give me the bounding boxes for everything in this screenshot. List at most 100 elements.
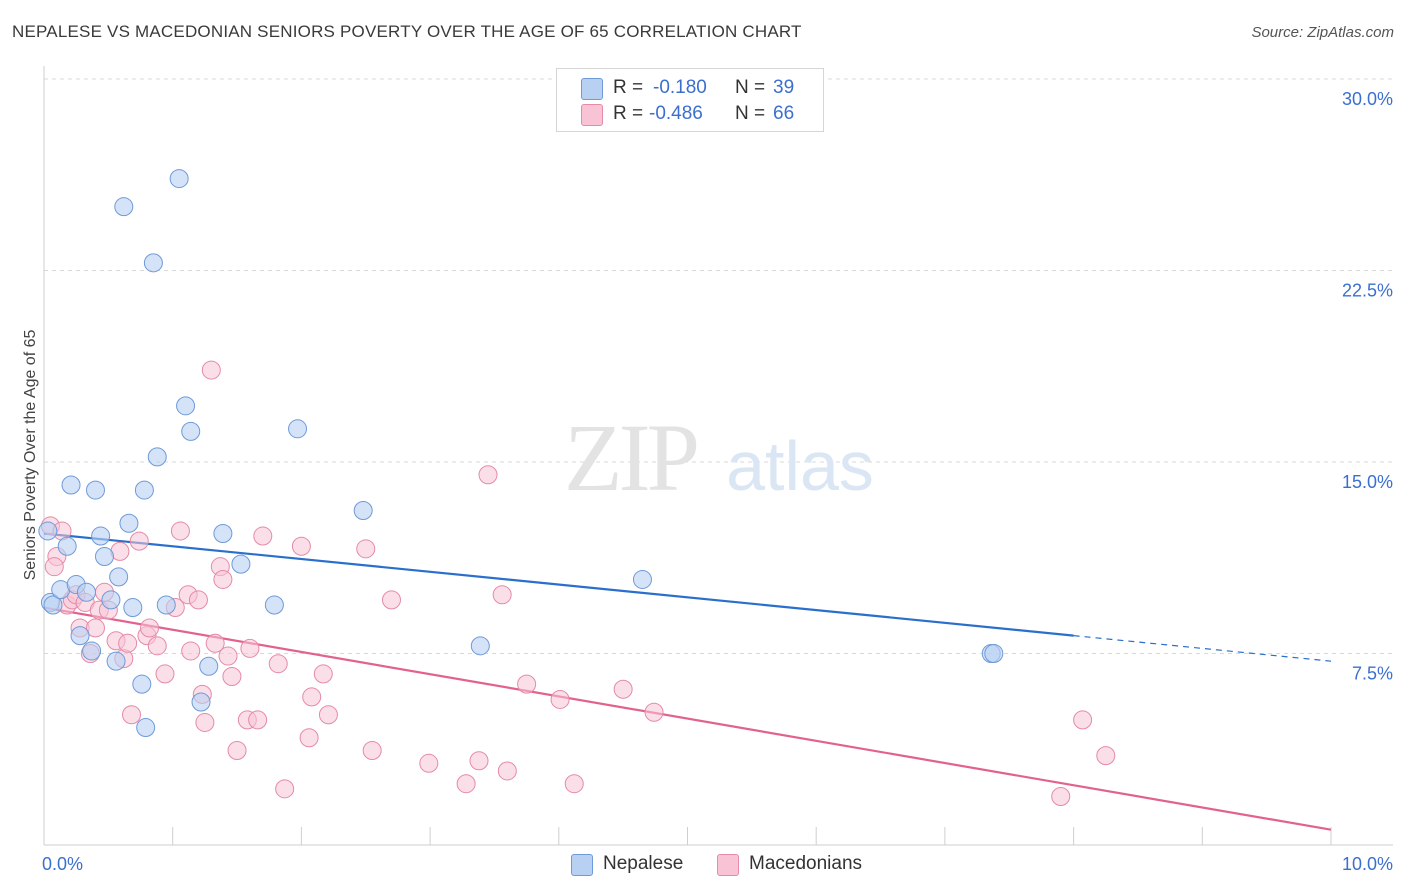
macedonian-swatch: [581, 104, 603, 126]
nepalese-point: [181, 421, 201, 441]
macedonian-point: [201, 360, 221, 380]
nepalese-point: [114, 197, 134, 217]
chart-title: NEPALESE VS MACEDONIAN SENIORS POVERTY O…: [12, 22, 802, 41]
y-tick-label: 7.5%: [1352, 664, 1393, 684]
macedonian-point: [195, 712, 215, 732]
nepalese-point: [147, 447, 167, 467]
y-tick-labels: 7.5% 15.0% 22.5% 30.0%: [1342, 89, 1393, 684]
nepalese-point: [213, 523, 233, 543]
macedonian-point: [517, 674, 537, 694]
nepalese-point: [109, 567, 129, 587]
macedonian-point: [362, 741, 382, 761]
nepalese-point: [76, 582, 96, 602]
macedonian-point: [205, 633, 225, 653]
macedonian-point: [129, 531, 149, 551]
nepalese-trend-dashed: [1073, 635, 1332, 662]
macedonian-point: [155, 664, 175, 684]
y-tick-label: 15.0%: [1342, 472, 1393, 492]
macedonian-point: [253, 526, 273, 546]
nepalese-point: [57, 536, 77, 556]
macedonian-point: [213, 569, 233, 589]
macedonian-trend-line: [43, 606, 1332, 831]
macedonian-point: [550, 689, 570, 709]
nepalese-point: [85, 480, 105, 500]
macedonian-swatch: [717, 854, 739, 876]
nepalese-point: [91, 526, 111, 546]
watermark-zip: ZIP: [564, 404, 697, 511]
r-value: -0.486: [649, 103, 703, 124]
macedonian-point: [478, 465, 498, 485]
macedonian-point: [613, 679, 633, 699]
watermark: ZIP atlas: [564, 404, 874, 511]
nepalese-point: [132, 674, 152, 694]
macedonian-point: [275, 779, 295, 799]
macedonian-point: [1096, 746, 1116, 766]
nepalese-points: [38, 169, 1004, 738]
nepalese-point: [191, 692, 211, 712]
macedonian-point: [170, 521, 190, 541]
macedonian-point: [1073, 710, 1093, 730]
macedonian-point: [122, 705, 142, 725]
macedonian-point: [299, 728, 319, 748]
macedonian-point: [222, 666, 242, 686]
nepalese-point: [101, 590, 121, 610]
nepalese-point: [94, 546, 114, 566]
nepalese-point: [169, 169, 189, 189]
nepalese-point: [199, 656, 219, 676]
nepalese-point: [61, 475, 81, 495]
series-legend: Nepalese Macedonians: [0, 850, 1406, 880]
macedonian-point: [497, 761, 517, 781]
nepalese-trend-line: [43, 532, 1332, 662]
nepalese-trend-solid: [43, 532, 1074, 637]
nepalese-point: [70, 626, 90, 646]
nepalese-swatch: [581, 78, 603, 100]
nepalese-point: [143, 253, 163, 273]
axes: [43, 66, 1393, 846]
nepalese-point: [136, 718, 156, 738]
macedonian-point: [302, 687, 322, 707]
nepalese-point: [43, 595, 63, 615]
macedonian-point: [564, 774, 584, 794]
y-tick-label: 30.0%: [1342, 89, 1393, 109]
macedonian-point: [644, 702, 664, 722]
n-value: 66: [773, 103, 795, 124]
nepalese-point: [984, 644, 1004, 663]
macedonian-point: [291, 536, 311, 556]
r-value: -0.180: [653, 77, 707, 98]
r-label: R =: [613, 77, 644, 98]
nepalese-point: [134, 480, 154, 500]
nepalese-swatch: [571, 854, 593, 876]
legend-label: Nepalese: [603, 853, 684, 874]
nepalese-point: [119, 513, 139, 533]
macedonian-point: [44, 557, 64, 577]
y-tick-label: 22.5%: [1342, 281, 1393, 301]
macedonian-point: [268, 654, 288, 674]
macedonian-point: [227, 741, 247, 761]
nepalese-point: [264, 595, 284, 615]
macedonian-point: [181, 641, 201, 661]
nepalese-point: [82, 641, 102, 661]
nepalese-point: [231, 554, 251, 574]
macedonian-point: [85, 618, 105, 638]
nepalese-point: [156, 595, 176, 615]
macedonian-point: [356, 539, 376, 559]
x-tick-labels: 0.0% 10.0%: [42, 854, 1393, 874]
macedonian-point: [492, 585, 512, 605]
nepalese-point: [470, 636, 490, 656]
macedonian-point: [456, 774, 476, 794]
macedonian-point: [1051, 786, 1071, 806]
watermark-atlas: atlas: [726, 427, 874, 505]
nepalese-point: [288, 419, 308, 439]
nepalese-point: [106, 651, 126, 671]
nepalese-point: [353, 501, 373, 521]
macedonian-point: [118, 633, 138, 653]
correlation-legend: R = -0.180 N = 39 R = -0.486 N = 66: [556, 68, 824, 132]
x-tick-label: 10.0%: [1342, 854, 1393, 874]
x-tick-label: 0.0%: [42, 854, 83, 874]
nepalese-point: [176, 396, 196, 416]
nepalese-point: [38, 521, 58, 541]
macedonian-point: [248, 710, 268, 730]
macedonian-point: [313, 664, 333, 684]
nepalese-point: [123, 598, 143, 618]
